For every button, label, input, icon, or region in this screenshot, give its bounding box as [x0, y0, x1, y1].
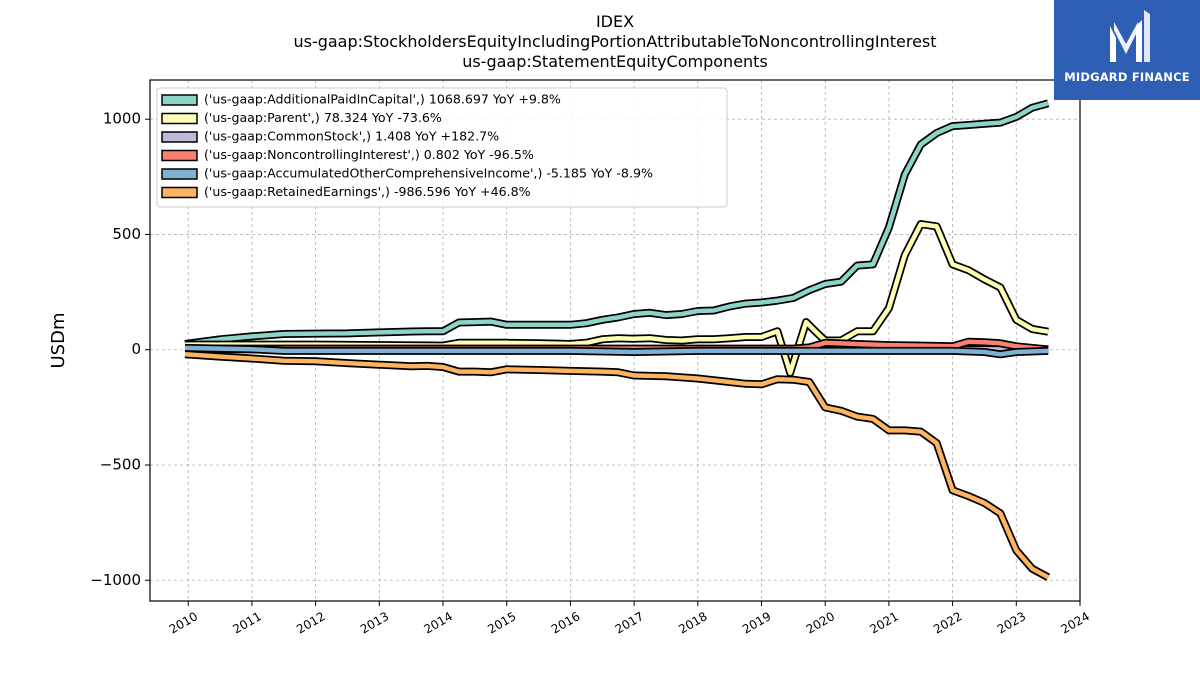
legend-entry: ('us-gaap:Parent',) 78.324 YoY -73.6% — [204, 110, 442, 125]
x-tick-label: 2014 — [422, 609, 455, 636]
plot-frame — [149, 79, 1081, 602]
x-tick-label: 2013 — [358, 609, 391, 636]
legend-swatch — [161, 131, 198, 143]
x-tick-label: 2012 — [294, 609, 327, 636]
x-tick-label: 2015 — [485, 609, 518, 636]
y-tick-label: −500 — [100, 455, 141, 473]
midgard-m-icon — [1110, 10, 1150, 62]
series-line — [184, 345, 1049, 357]
chart-title-line: IDEX — [596, 12, 634, 31]
y-axis: 1000 500 0 −500 −1000 — [90, 110, 150, 589]
legend-swatch — [161, 112, 198, 125]
chart-title: IDEXus-gaap:StockholdersEquityIncludingP… — [293, 12, 936, 71]
x-tick-label: 2022 — [931, 609, 964, 636]
series-line — [184, 101, 1049, 347]
legend-swatch — [161, 149, 198, 162]
logo-text: MIDGARD FINANCE — [1064, 70, 1190, 84]
legend-swatch — [161, 168, 198, 180]
x-tick-label: 2020 — [804, 609, 837, 636]
x-tick-label: 2023 — [995, 609, 1028, 636]
y-axis-label: USDm — [48, 313, 69, 369]
legend-box — [156, 87, 728, 208]
legend-entry: ('us-gaap:AdditionalPaidInCapital',) 106… — [204, 92, 561, 107]
x-tick-label: 2018 — [676, 609, 709, 636]
y-tick-label: −1000 — [90, 571, 141, 589]
legend-entry: ('us-gaap:RetainedEarnings',) -986.596 Y… — [204, 184, 531, 199]
legend-entry: ('us-gaap:AccumulatedOtherComprehensiveI… — [204, 166, 653, 181]
series-line — [184, 352, 1050, 580]
y-tick-label: 500 — [112, 225, 141, 243]
chart-title-line: us-gaap:StatementEquityComponents — [462, 52, 768, 71]
legend: ('us-gaap:AdditionalPaidInCapital',) 106… — [156, 87, 728, 208]
chart-title-line: us-gaap:StockholdersEquityIncludingPorti… — [293, 32, 936, 51]
series-line — [185, 221, 1049, 376]
legend-swatch — [161, 94, 198, 106]
x-tick-label: 2019 — [740, 609, 773, 636]
x-tick-label: 2017 — [613, 609, 646, 636]
x-axis: 2010 2011 2012 2013 2014 2015 2016 2017 2018 2019… — [167, 601, 1092, 637]
x-tick-label: 2016 — [549, 609, 582, 636]
x-tick-label: 2011 — [230, 609, 263, 636]
midgard-finance-logo: MIDGARD FINANCE — [1054, 0, 1200, 100]
legend-entry: ('us-gaap:CommonStock',) 1.408 YoY +182.… — [204, 129, 499, 144]
x-tick-label: 2024 — [1059, 609, 1092, 636]
y-tick-label: 1000 — [103, 110, 141, 128]
y-tick-label: 0 — [131, 340, 141, 358]
legend-entry: ('us-gaap:NoncontrollingInterest',) 0.80… — [204, 147, 534, 162]
legend-swatch — [161, 186, 198, 199]
x-tick-label: 2021 — [867, 609, 900, 636]
series-lines — [184, 99, 1051, 581]
series-line-outline — [184, 350, 1051, 581]
x-tick-label: 2010 — [167, 609, 200, 636]
